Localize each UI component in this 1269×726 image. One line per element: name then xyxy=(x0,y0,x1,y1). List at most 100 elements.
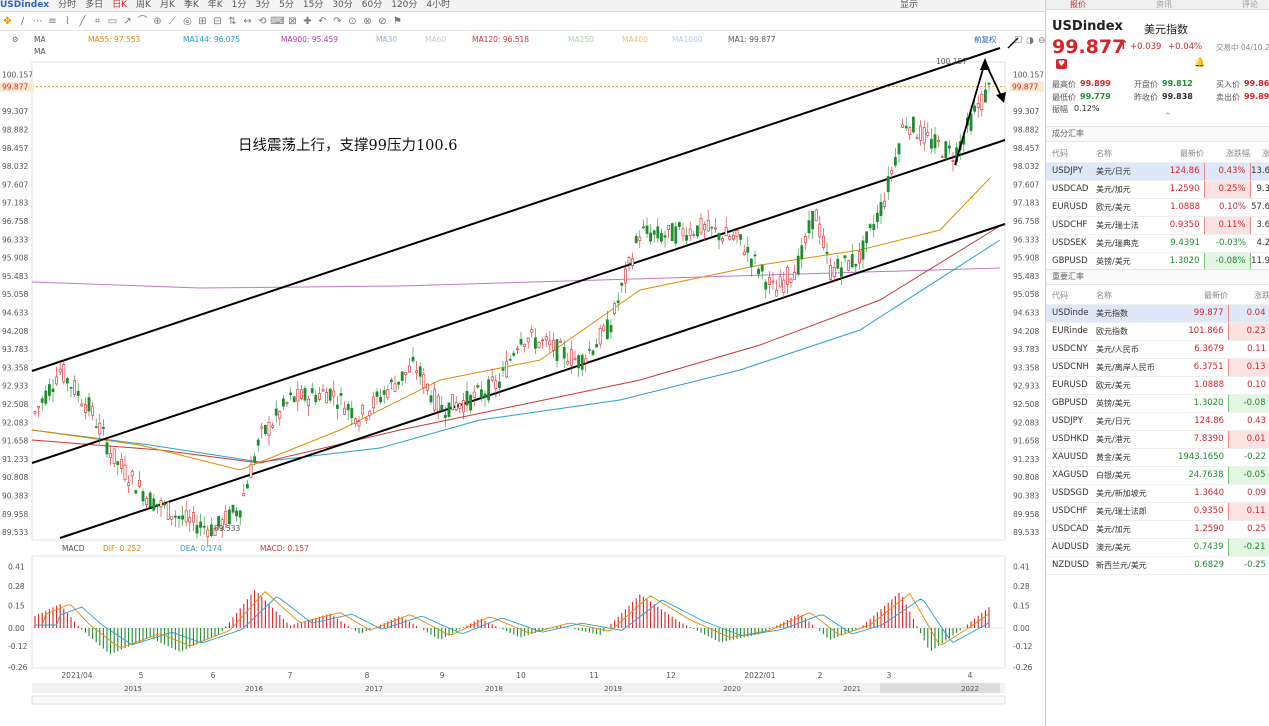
zoom-in-icon[interactable]: ⊕ xyxy=(153,16,162,27)
period-tab-12[interactable]: 60分 xyxy=(361,0,383,10)
bell-icon[interactable]: 🔔 xyxy=(1194,58,1206,68)
macd-label[interactable]: MACD xyxy=(62,544,85,553)
table-row[interactable]: USDJPY 美元/日元 124.86 0.43% 13.6 xyxy=(1046,162,1269,181)
ma-item-0[interactable]: MA55: 97.553 xyxy=(88,35,141,44)
ma-item-3[interactable]: MA30 xyxy=(376,35,398,44)
symbol-label[interactable]: USDindex xyxy=(0,0,50,10)
table-row[interactable]: XAUUSD 黄金/美元 1943.1650 -0.22 xyxy=(1046,448,1269,467)
table-row[interactable]: XAGUSD 白银/美元 24.7638 -0.05 xyxy=(1046,466,1269,485)
col-header[interactable]: 最新价 xyxy=(1176,287,1228,305)
parallel-line-icon[interactable]: ≡ xyxy=(48,16,57,27)
table-row[interactable]: USDCAD 美元/加元 1.2590 0.25 xyxy=(1046,520,1269,539)
target-icon[interactable]: ⊙ xyxy=(348,16,357,27)
period-tab-3[interactable]: 周K xyxy=(136,0,151,10)
reset-icon[interactable]: ⟲ xyxy=(258,16,267,27)
tab-comments[interactable]: 评论 xyxy=(1242,0,1258,9)
heart-icon[interactable]: ♥ xyxy=(1056,59,1067,69)
table-row[interactable]: USDHKD 美元/港元 7.8390 0.01 xyxy=(1046,430,1269,449)
table-row[interactable]: USDSEK 美元/瑞典克 9.4391 -0.03% 4.2 xyxy=(1046,234,1269,253)
col-header[interactable]: 涨 xyxy=(1250,145,1269,163)
line-icon[interactable]: ∕ xyxy=(20,16,25,27)
col-header[interactable]: 名称 xyxy=(1096,287,1176,305)
circle-icon[interactable]: ◎ xyxy=(183,16,192,27)
ma-item-8[interactable]: MA1000 xyxy=(672,35,703,44)
ma-item-6[interactable]: MA250 xyxy=(568,35,594,44)
cross-icon[interactable]: ✚ xyxy=(303,16,312,27)
tab-quote[interactable]: 报价 xyxy=(1070,0,1086,9)
tab-news[interactable]: 资讯 xyxy=(1156,0,1172,9)
table-row[interactable]: USDCAD 美元/加元 1.2590 0.25% 9.3 xyxy=(1046,180,1269,199)
period-tab-2[interactable]: 日K xyxy=(112,0,128,10)
expand-icon[interactable]: ⊞ xyxy=(198,16,207,27)
table-row[interactable]: USDCNY 美元/人民币 6.3679 0.11 xyxy=(1046,340,1269,359)
table-row[interactable]: GBPUSD 英镑/美元 1.3020 -0.08% 11.9 xyxy=(1046,252,1269,271)
collapse-icon[interactable]: ⊟ xyxy=(213,16,222,27)
ma-item-4[interactable]: MA60 xyxy=(425,35,447,44)
table-row[interactable]: USDCNH 美元/离岸人民币 6.3751 0.13 xyxy=(1046,358,1269,377)
arc-icon[interactable]: ⌒ xyxy=(137,16,148,27)
period-tab-4[interactable]: 月K xyxy=(159,0,175,10)
price-adjust-toggle[interactable]: 前复权 xyxy=(974,35,997,44)
arrow-icon[interactable]: ↗ xyxy=(123,16,132,27)
display-menu[interactable]: 显示 xyxy=(900,0,919,10)
period-tab-13[interactable]: 120分 xyxy=(391,0,418,10)
collapse-icon[interactable]: ⌃ xyxy=(1164,112,1172,122)
table-row[interactable]: USDCHF 美元/瑞士法 0.9350 0.11% 3.6 xyxy=(1046,216,1269,235)
col-header[interactable]: 名称 xyxy=(1096,145,1154,163)
kline-chart[interactable]: 100.157100.15799.87799.87799.30799.30798… xyxy=(0,0,1045,726)
hide-icon[interactable]: ⊘ xyxy=(378,16,387,27)
table-row[interactable]: NZDUSD 新西兰元/美元 0.6829 -0.25 xyxy=(1046,556,1269,575)
period-tab-14[interactable]: 4小时 xyxy=(426,0,451,10)
crosshair-icon[interactable]: ✥ xyxy=(3,16,12,27)
chart-scrollbar[interactable] xyxy=(31,695,1006,705)
ma-item-9[interactable]: MA1: 99.877 xyxy=(728,35,776,44)
ma-legend-label-2[interactable]: MA xyxy=(34,47,46,56)
zoom-out-icon[interactable]: ⊖ xyxy=(1038,36,1045,46)
table-row[interactable]: USDJPY 美元/日元 124.86 0.43 xyxy=(1046,412,1269,431)
settings-icon[interactable]: ⚙ xyxy=(12,35,19,44)
period-tab-9[interactable]: 5分 xyxy=(279,0,294,10)
period-tab-1[interactable]: 多日 xyxy=(85,0,104,10)
table-row[interactable]: USDinde 美元指数 99.877 0.04 xyxy=(1046,304,1269,323)
trend-icon[interactable]: ⟋ xyxy=(169,16,176,27)
rectangle-icon[interactable]: ▭ xyxy=(107,16,118,27)
table-row[interactable]: EURUSD 欧元/美元 1.0888 0.10% 57.6 xyxy=(1046,198,1269,217)
dotted-line-icon[interactable]: ⋯ xyxy=(32,16,43,27)
horizontal-icon[interactable]: ↔ xyxy=(243,16,252,27)
undo-icon[interactable]: ↶ xyxy=(318,16,327,27)
grid-icon[interactable]: ⌗ xyxy=(94,16,101,27)
table-row[interactable]: GBPUSD 英镑/美元 1.3020 -0.08 xyxy=(1046,394,1269,413)
period-tab-11[interactable]: 30分 xyxy=(332,0,353,10)
period-tab-7[interactable]: 1分 xyxy=(231,0,247,10)
flag-icon[interactable]: ⚑ xyxy=(393,16,402,27)
table-row[interactable]: EURinde 欧元指数 101.866 0.23 xyxy=(1046,322,1269,341)
period-tab-5[interactable]: 季K xyxy=(183,0,199,10)
table-row[interactable]: USDCHF 美元/瑞士法郎 0.9350 0.11 xyxy=(1046,502,1269,521)
ma-item-7[interactable]: MA400 xyxy=(622,35,648,44)
col-header[interactable]: 代码 xyxy=(1046,145,1096,163)
box-icon[interactable]: ⊠ xyxy=(288,16,297,27)
theme-icon[interactable]: ◑ xyxy=(1026,36,1034,46)
ma-item-5[interactable]: MA120: 96.518 xyxy=(472,35,530,44)
period-tab-6[interactable]: 年K xyxy=(207,0,223,10)
col-header[interactable]: 代码 xyxy=(1046,287,1096,305)
table-row[interactable]: AUDUSD 澳元/美元 0.7439 -0.21 xyxy=(1046,538,1269,557)
col-header[interactable]: 涨跌 xyxy=(1228,287,1269,305)
ma-item-1[interactable]: MA144: 96.075 xyxy=(183,35,241,44)
fib-icon[interactable]: ⌇ xyxy=(65,16,70,27)
period-tab-10[interactable]: 15分 xyxy=(302,0,324,10)
box-tool-icon[interactable]: ☐ xyxy=(1014,36,1022,46)
period-tab-0[interactable]: 分时 xyxy=(58,0,77,10)
table-row[interactable]: USDSGD 美元/新加坡元 1.3640 0.09 xyxy=(1046,484,1269,503)
remove-icon[interactable]: ⊗ xyxy=(363,16,372,27)
ma-item-2[interactable]: MA900: 95.459 xyxy=(281,35,339,44)
col-header[interactable]: 涨跌幅 xyxy=(1204,145,1250,163)
col-header[interactable]: 最新价 xyxy=(1154,145,1204,163)
redo-icon[interactable]: ↷ xyxy=(333,16,342,27)
table-row[interactable]: EURUSD 欧元/美元 1.0888 0.10 xyxy=(1046,376,1269,395)
keyboard-icon[interactable]: ⌨ xyxy=(270,16,285,27)
period-tab-8[interactable]: 3分 xyxy=(255,0,271,10)
ma-legend-label[interactable]: MA xyxy=(34,35,46,44)
ray-icon[interactable]: ╱ xyxy=(79,16,86,27)
vertical-icon[interactable]: ⇅ xyxy=(228,16,237,27)
